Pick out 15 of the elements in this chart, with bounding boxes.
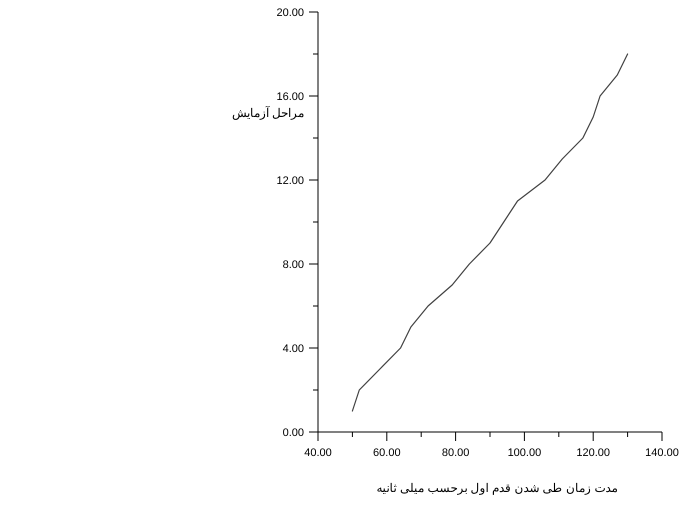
x-tick-label: 100.00 bbox=[508, 447, 542, 459]
y-tick-label: 20.00 bbox=[276, 7, 304, 19]
y-tick-label: 0.00 bbox=[282, 427, 304, 439]
x-axis-title: مدت زمان طی شدن قدم اول برحسب میلی ثانیه bbox=[376, 481, 618, 495]
x-tick-label: 60.00 bbox=[373, 447, 401, 459]
x-tick-label: 40.00 bbox=[304, 447, 332, 459]
y-tick-label: 8.00 bbox=[282, 259, 304, 271]
x-tick-label: 140.00 bbox=[645, 447, 679, 459]
x-tick-label: 80.00 bbox=[442, 447, 470, 459]
x-tick-label: 120.00 bbox=[576, 447, 610, 459]
y-tick-label: 16.00 bbox=[276, 91, 304, 103]
y-tick-label: 4.00 bbox=[282, 343, 304, 355]
y-tick-label: 12.00 bbox=[276, 175, 304, 187]
line-series bbox=[352, 53, 628, 412]
y-axis-title: مراحل آزمایش bbox=[232, 105, 304, 120]
